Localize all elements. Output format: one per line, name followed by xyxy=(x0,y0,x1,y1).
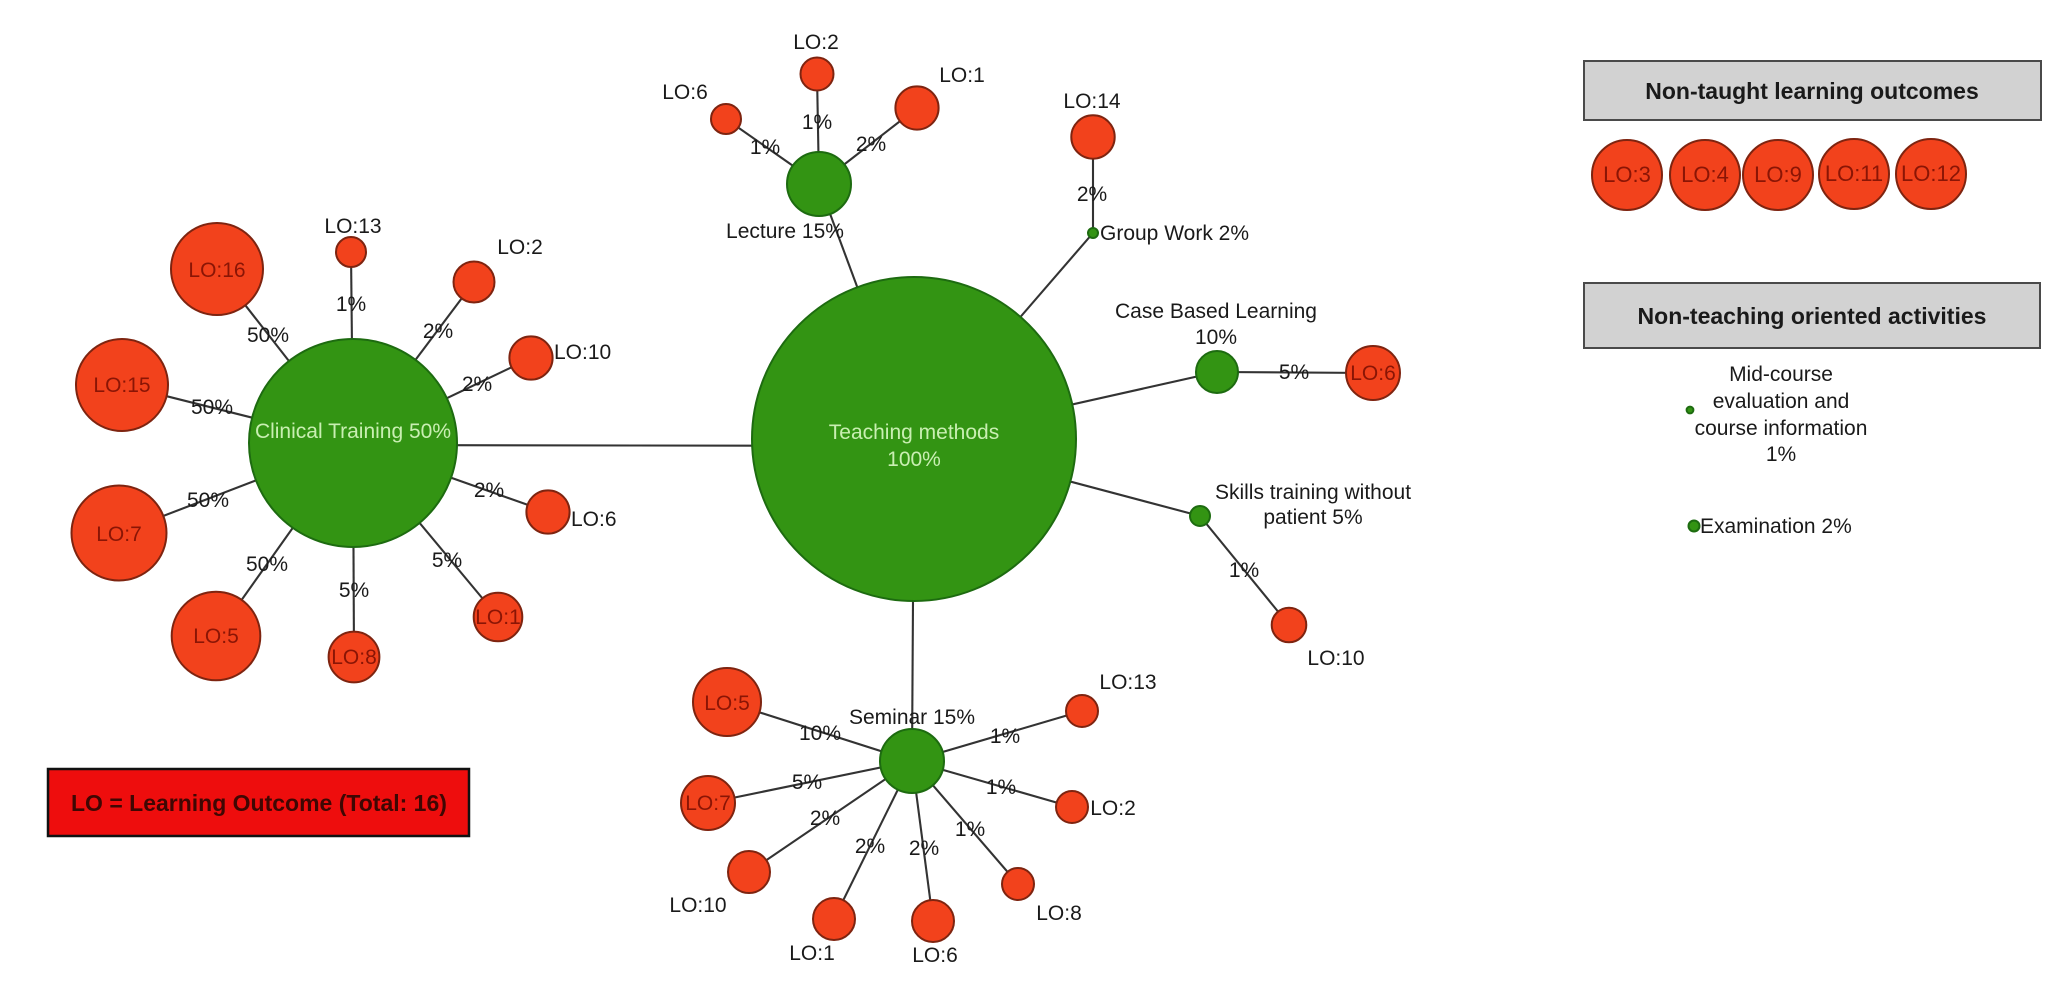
svg-text:LO:13: LO:13 xyxy=(1099,671,1156,694)
svg-text:LO:14: LO:14 xyxy=(1063,90,1121,113)
svg-text:Non-taught learning outcomes: Non-taught learning outcomes xyxy=(1645,78,1979,104)
svg-text:course information: course information xyxy=(1695,417,1868,440)
svg-text:LO:4: LO:4 xyxy=(1681,162,1729,187)
svg-text:LO:1: LO:1 xyxy=(939,64,985,87)
svg-text:2%: 2% xyxy=(1077,183,1107,206)
svg-text:2%: 2% xyxy=(474,479,504,502)
svg-text:Mid-course: Mid-course xyxy=(1729,363,1833,386)
svg-text:evaluation and: evaluation and xyxy=(1713,390,1850,413)
svg-text:LO:10: LO:10 xyxy=(669,894,726,917)
svg-text:Lecture 15%: Lecture 15% xyxy=(726,220,844,243)
svg-text:LO:6: LO:6 xyxy=(1350,362,1396,385)
svg-text:1%: 1% xyxy=(336,293,366,316)
svg-text:LO:6: LO:6 xyxy=(662,81,708,104)
svg-text:LO:9: LO:9 xyxy=(1754,162,1802,187)
svg-text:LO:11: LO:11 xyxy=(1825,161,1883,186)
svg-text:Clinical Training 50%: Clinical Training 50% xyxy=(255,420,451,443)
svg-text:LO:15: LO:15 xyxy=(93,374,150,397)
svg-text:LO:6: LO:6 xyxy=(571,508,617,531)
svg-text:LO:7: LO:7 xyxy=(685,792,731,815)
svg-text:LO:3: LO:3 xyxy=(1603,162,1651,187)
svg-text:1%: 1% xyxy=(1229,559,1259,582)
svg-text:50%: 50% xyxy=(247,324,289,347)
svg-text:1%: 1% xyxy=(802,111,832,134)
svg-text:LO:8: LO:8 xyxy=(331,646,377,669)
svg-text:LO:5: LO:5 xyxy=(704,692,750,715)
svg-text:LO:8: LO:8 xyxy=(1036,902,1082,925)
svg-text:Group Work 2%: Group Work 2% xyxy=(1100,222,1249,245)
svg-text:LO:2: LO:2 xyxy=(793,31,839,54)
svg-text:1%: 1% xyxy=(750,136,780,159)
svg-text:10%: 10% xyxy=(799,722,841,745)
svg-text:LO:5: LO:5 xyxy=(193,625,239,648)
svg-text:50%: 50% xyxy=(191,396,233,419)
svg-text:patient 5%: patient 5% xyxy=(1263,506,1362,529)
svg-text:LO:2: LO:2 xyxy=(1090,797,1136,820)
svg-text:Teaching methods: Teaching methods xyxy=(829,421,999,444)
svg-text:Non-teaching oriented activiti: Non-teaching oriented activities xyxy=(1638,303,1987,329)
svg-text:5%: 5% xyxy=(1279,361,1309,384)
svg-text:LO:12: LO:12 xyxy=(1901,161,1961,186)
svg-text:1%: 1% xyxy=(986,776,1016,799)
svg-text:LO:1: LO:1 xyxy=(475,606,521,629)
svg-text:LO:16: LO:16 xyxy=(188,259,245,282)
svg-text:LO:7: LO:7 xyxy=(96,523,142,546)
svg-text:Skills training without: Skills training without xyxy=(1215,481,1411,504)
svg-text:2%: 2% xyxy=(855,835,885,858)
svg-text:50%: 50% xyxy=(187,489,229,512)
svg-text:Seminar 15%: Seminar 15% xyxy=(849,706,975,729)
svg-text:5%: 5% xyxy=(792,771,822,794)
svg-text:Examination 2%: Examination 2% xyxy=(1700,515,1852,538)
svg-text:2%: 2% xyxy=(423,320,453,343)
svg-text:LO:1: LO:1 xyxy=(789,942,835,965)
svg-text:Case Based Learning: Case Based Learning xyxy=(1115,300,1317,323)
svg-text:2%: 2% xyxy=(462,373,492,396)
svg-text:50%: 50% xyxy=(246,553,288,576)
svg-text:2%: 2% xyxy=(810,807,840,830)
svg-text:2%: 2% xyxy=(856,133,886,156)
svg-text:1%: 1% xyxy=(955,818,985,841)
svg-text:LO:13: LO:13 xyxy=(324,215,381,238)
svg-text:LO:6: LO:6 xyxy=(912,944,958,967)
svg-text:1%: 1% xyxy=(1766,443,1796,466)
svg-text:LO = Learning Outcome (Total:: LO = Learning Outcome (Total: 16) xyxy=(71,790,447,816)
svg-text:2%: 2% xyxy=(909,837,939,860)
svg-text:1%: 1% xyxy=(990,725,1020,748)
svg-text:100%: 100% xyxy=(887,448,941,471)
svg-text:10%: 10% xyxy=(1195,326,1237,349)
svg-text:5%: 5% xyxy=(432,549,462,572)
svg-text:5%: 5% xyxy=(339,579,369,602)
svg-text:LO:2: LO:2 xyxy=(497,236,543,259)
svg-text:LO:10: LO:10 xyxy=(554,341,611,364)
svg-text:LO:10: LO:10 xyxy=(1307,647,1364,670)
